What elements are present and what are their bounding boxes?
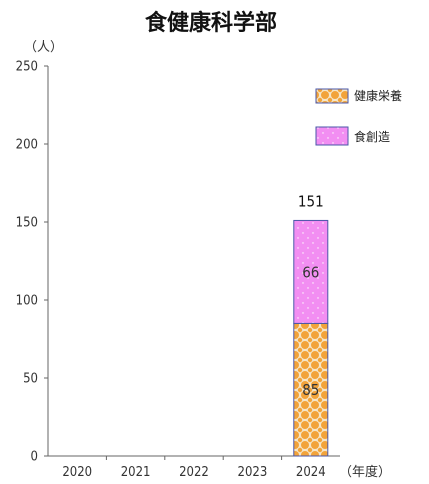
x-tick-label: 2024	[296, 465, 326, 480]
x-tick-label: 2020	[62, 465, 92, 480]
bar-segment-kenko-eiyo	[293, 322, 329, 457]
bars	[293, 219, 329, 457]
legend-label-shoku-sozo: 食創造	[354, 129, 390, 144]
bar-value-kenko-eiyo: 85	[302, 381, 319, 399]
x-axis-ticks: 2020 2021 2022 2023 2024	[62, 456, 326, 480]
bar-labels: 85 66 151	[298, 192, 324, 399]
legend-swatch-shoku-sozo	[315, 126, 349, 146]
y-tick-label: 200	[16, 138, 38, 153]
y-tick-label: 0	[31, 450, 38, 465]
y-tick-label: 50	[23, 372, 38, 387]
x-tick-label: 2022	[179, 465, 209, 480]
legend-label-kenko-eiyo: 健康栄養	[354, 88, 402, 103]
bar-segment-shoku-sozo	[293, 219, 329, 324]
y-axis-unit: （人）	[24, 40, 63, 55]
x-tick-label: 2021	[121, 465, 151, 480]
bar-value-shoku-sozo: 66	[302, 263, 319, 281]
x-axis-unit: （年度）	[339, 464, 391, 480]
bar-total-label: 151	[298, 192, 324, 210]
y-tick-label: 150	[16, 216, 38, 231]
y-tick-label: 100	[16, 294, 38, 309]
legend: 健康栄養 食創造	[315, 88, 402, 146]
y-axis-ticks: 0 50 100 150 200 250	[16, 60, 48, 465]
y-tick-label: 250	[16, 60, 38, 75]
chart-title: 食健康科学部	[145, 10, 277, 36]
x-tick-label: 2023	[238, 465, 268, 480]
legend-swatch-kenko-eiyo	[315, 88, 349, 104]
